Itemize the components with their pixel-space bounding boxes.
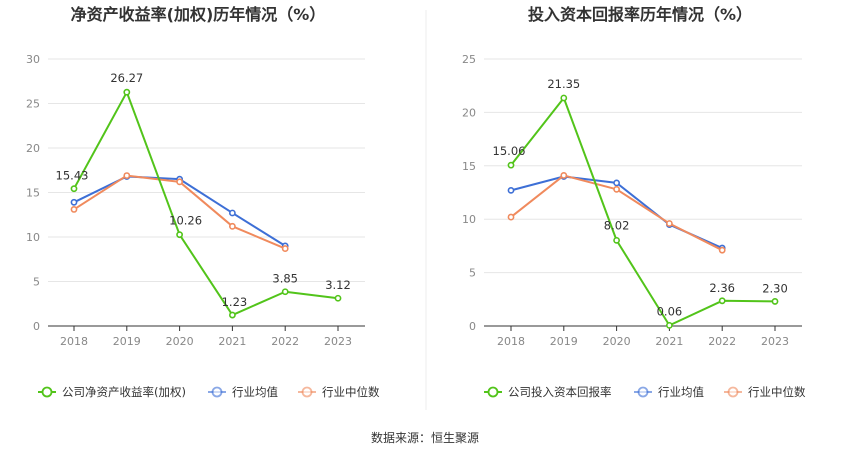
roic-chart-panel: 投入资本回报率历年情况（%） 0 5 10 15 20 25 2018 2019 2020 2021… (462, 5, 806, 399)
data-label: 3.12 (325, 278, 351, 292)
x-tick-label: 2019 (113, 335, 141, 348)
series-line-0 (510, 96, 776, 327)
legend-label: 行业均值 (658, 385, 704, 399)
x-tick-label: 2021 (218, 335, 246, 348)
series-point-2 (70, 206, 78, 213)
y-tick-label: 10 (26, 231, 40, 244)
legend-marker-icon (211, 386, 223, 398)
series-point-0 (334, 294, 342, 302)
data-label: 2.30 (762, 281, 788, 295)
data-label: 3.85 (272, 272, 298, 286)
legend-label: 行业中位数 (322, 385, 380, 399)
chart-title: 投入资本回报率历年情况（%） (528, 5, 752, 24)
series-point-0 (560, 94, 568, 102)
legend-label: 行业均值 (232, 385, 278, 399)
series-line-0 (73, 91, 339, 317)
data-label: 10.26 (169, 214, 202, 228)
series-point-0 (718, 297, 726, 305)
x-tick-label: 2019 (550, 335, 578, 348)
series-point-0 (771, 298, 779, 305)
y-tick-label: 15 (26, 187, 40, 200)
y-tick-label: 20 (462, 106, 476, 119)
y-tick-label: 5 (33, 276, 40, 289)
series-point-0 (228, 311, 236, 319)
legend-label: 行业中位数 (748, 385, 806, 399)
series-point-1 (228, 209, 236, 217)
y-tick-label: 5 (469, 267, 476, 280)
series-point-1 (613, 179, 620, 187)
data-label: 8.02 (604, 218, 630, 232)
x-tick-label: 2021 (655, 335, 683, 348)
data-source-text: 数据来源：恒生聚源 (371, 430, 479, 445)
series-point-0 (613, 236, 620, 244)
series-point-2 (228, 222, 236, 230)
y-tick-label: 0 (469, 320, 476, 333)
series-point-2 (123, 172, 131, 179)
series-point-0 (123, 88, 131, 96)
x-tick-label: 2020 (166, 335, 194, 348)
y-tick-label: 15 (462, 160, 476, 173)
series-point-1 (70, 198, 78, 206)
series-point-2 (666, 220, 673, 227)
y-tick-label: 10 (462, 213, 476, 226)
x-tick-label: 2018 (60, 335, 88, 348)
legend-marker-icon (301, 386, 313, 398)
legend-marker-icon (727, 386, 739, 398)
series-point-2 (613, 185, 620, 193)
y-tick-label: 20 (26, 142, 40, 155)
roe-chart-panel: 净资产收益率(加权)历年情况（%） 0 5 10 15 20 25 30 2018 2019 202… (26, 5, 380, 399)
legend-marker-icon (41, 386, 53, 398)
x-tick-label: 2018 (497, 335, 525, 348)
data-label: 15.43 (56, 169, 89, 183)
series-point-0 (507, 161, 515, 169)
legend-marker-icon (487, 386, 499, 398)
data-label: 1.23 (222, 295, 248, 309)
data-label: 15.06 (493, 144, 526, 158)
series-point-2 (176, 178, 183, 186)
series-point-2 (718, 246, 726, 254)
y-tick-label: 0 (33, 320, 40, 333)
x-tick-label: 2022 (271, 335, 299, 348)
series-point-0 (176, 231, 183, 239)
legend-label: 公司投入资本回报率 (508, 385, 612, 399)
series-point-1 (507, 186, 515, 194)
x-tick-label: 2020 (603, 335, 631, 348)
y-tick-label: 30 (26, 53, 40, 66)
series-point-0 (70, 185, 78, 193)
data-label: 2.36 (709, 281, 735, 295)
series-point-0 (281, 288, 289, 296)
x-tick-label: 2022 (708, 335, 736, 348)
x-tick-label: 2023 (761, 335, 789, 348)
y-tick-label: 25 (26, 98, 40, 111)
series-point-2 (507, 213, 515, 221)
data-label: 26.27 (110, 71, 143, 85)
chart-title: 净资产收益率(加权)历年情况（%） (71, 5, 326, 24)
legend-label: 公司净资产收益率(加权) (62, 385, 186, 399)
series-point-2 (281, 245, 289, 252)
legend-marker-icon (637, 386, 649, 398)
x-tick-label: 2023 (324, 335, 352, 348)
data-label: 21.35 (547, 77, 580, 91)
y-tick-label: 25 (462, 53, 476, 66)
data-label: 0.06 (657, 304, 683, 318)
series-point-2 (560, 172, 568, 179)
series-point-0 (666, 321, 673, 329)
